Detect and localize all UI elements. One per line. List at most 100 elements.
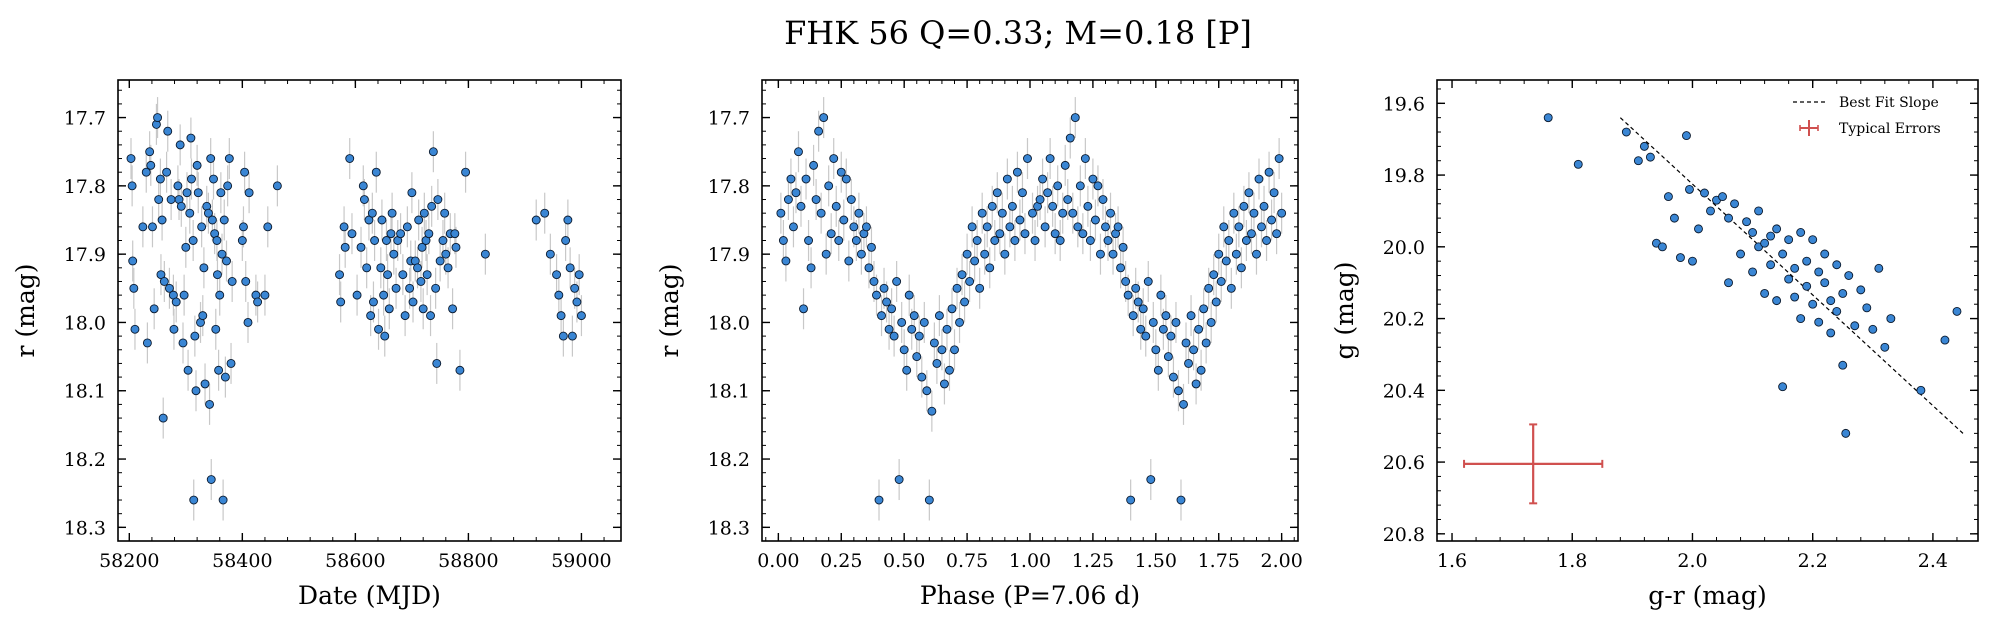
data-point [1093, 181, 1103, 191]
data-point [1181, 338, 1191, 348]
error-bars [130, 97, 583, 521]
y-axis-label: r (mag) [11, 263, 40, 357]
data-point [1204, 283, 1214, 293]
data-point [213, 270, 222, 280]
data-point [189, 495, 199, 505]
data-point [138, 222, 148, 232]
data-point [224, 154, 234, 163]
legend-error-label: Typical Errors [1839, 121, 1941, 137]
data-point [939, 379, 949, 389]
data-point [869, 277, 879, 286]
data-point [335, 270, 344, 280]
data-point [1802, 256, 1812, 266]
data-point [929, 338, 939, 348]
y-tick-label: 20.4 [1383, 380, 1425, 402]
data-point [1657, 242, 1667, 252]
data-points [1543, 113, 1962, 438]
data-point [1826, 296, 1836, 306]
typical-error-bar [1463, 423, 1604, 505]
data-point [214, 365, 224, 375]
data-point [182, 188, 192, 198]
data-point [448, 304, 458, 314]
data-point [1038, 174, 1048, 184]
data-point [1868, 324, 1878, 334]
data-point [1252, 249, 1261, 259]
data-point [192, 160, 202, 170]
data-point [1116, 263, 1126, 273]
data-point [1832, 306, 1842, 316]
data-point [980, 249, 990, 259]
data-point [1065, 133, 1075, 143]
data-point [851, 236, 861, 245]
data-point [212, 236, 222, 245]
data-point [1083, 201, 1093, 211]
data-point [1772, 224, 1782, 234]
data-point [129, 283, 139, 293]
data-point [1201, 338, 1211, 348]
data-point [950, 345, 959, 355]
data-point [907, 324, 917, 334]
data-point [1113, 222, 1123, 232]
y-tick-label: 17.8 [64, 176, 106, 198]
data-point [1645, 152, 1655, 162]
data-point [1706, 206, 1715, 216]
data-point [1211, 297, 1221, 307]
data-point [240, 167, 250, 177]
data-point [414, 215, 424, 225]
y-tick-label: 18.1 [708, 381, 750, 403]
data-point [1730, 199, 1740, 209]
data-point [226, 358, 236, 368]
data-point [791, 188, 801, 198]
data-point [217, 249, 227, 259]
data-point [1161, 311, 1171, 321]
data-point [198, 311, 208, 321]
data-point [1234, 222, 1244, 232]
data-point [970, 256, 980, 266]
data-point [826, 229, 836, 239]
error-bars [780, 97, 1283, 521]
data-point [1158, 324, 1168, 334]
data-point [892, 277, 902, 286]
data-point [145, 147, 155, 157]
data-point [1123, 290, 1133, 300]
x-tick-label: 2.00 [1260, 550, 1302, 572]
data-point [391, 283, 401, 293]
y-tick-label: 17.9 [64, 244, 106, 266]
data-point [263, 222, 273, 232]
data-point [1621, 127, 1631, 137]
data-point [340, 242, 350, 252]
data-point [552, 270, 562, 280]
data-point [834, 236, 844, 245]
data-point [1216, 277, 1226, 286]
data-point [1249, 208, 1259, 218]
data-point [253, 297, 263, 307]
data-point [386, 229, 396, 239]
data-point [451, 242, 461, 252]
data-point [1018, 188, 1027, 198]
data-point [433, 195, 443, 204]
data-point [424, 229, 434, 239]
data-point [1754, 206, 1764, 216]
data-point [960, 297, 970, 307]
data-point [191, 386, 201, 396]
data-point [1143, 277, 1153, 286]
figure-title: FHK 56 Q=0.33; M=0.18 [P] [784, 14, 1252, 52]
x-axis-label: Phase (P=7.06 d) [920, 581, 1140, 610]
data-point [384, 304, 394, 314]
data-point [1254, 174, 1264, 184]
data-point [209, 174, 218, 184]
data-point [1814, 317, 1824, 327]
x-tick-label: 2.2 [1798, 550, 1828, 572]
x-tick-label: 1.25 [1072, 550, 1114, 572]
x-axis-label: Date (MJD) [298, 581, 441, 610]
y-tick-label: 17.8 [708, 176, 750, 198]
data-point [428, 147, 438, 157]
y-tick-label: 18.1 [64, 381, 106, 403]
data-point [957, 270, 967, 280]
legend-fit-label: Best Fit Slope [1839, 95, 1939, 111]
data-point [1012, 167, 1022, 177]
data-point [339, 222, 349, 232]
data-point [1760, 238, 1770, 248]
data-point [164, 283, 174, 293]
